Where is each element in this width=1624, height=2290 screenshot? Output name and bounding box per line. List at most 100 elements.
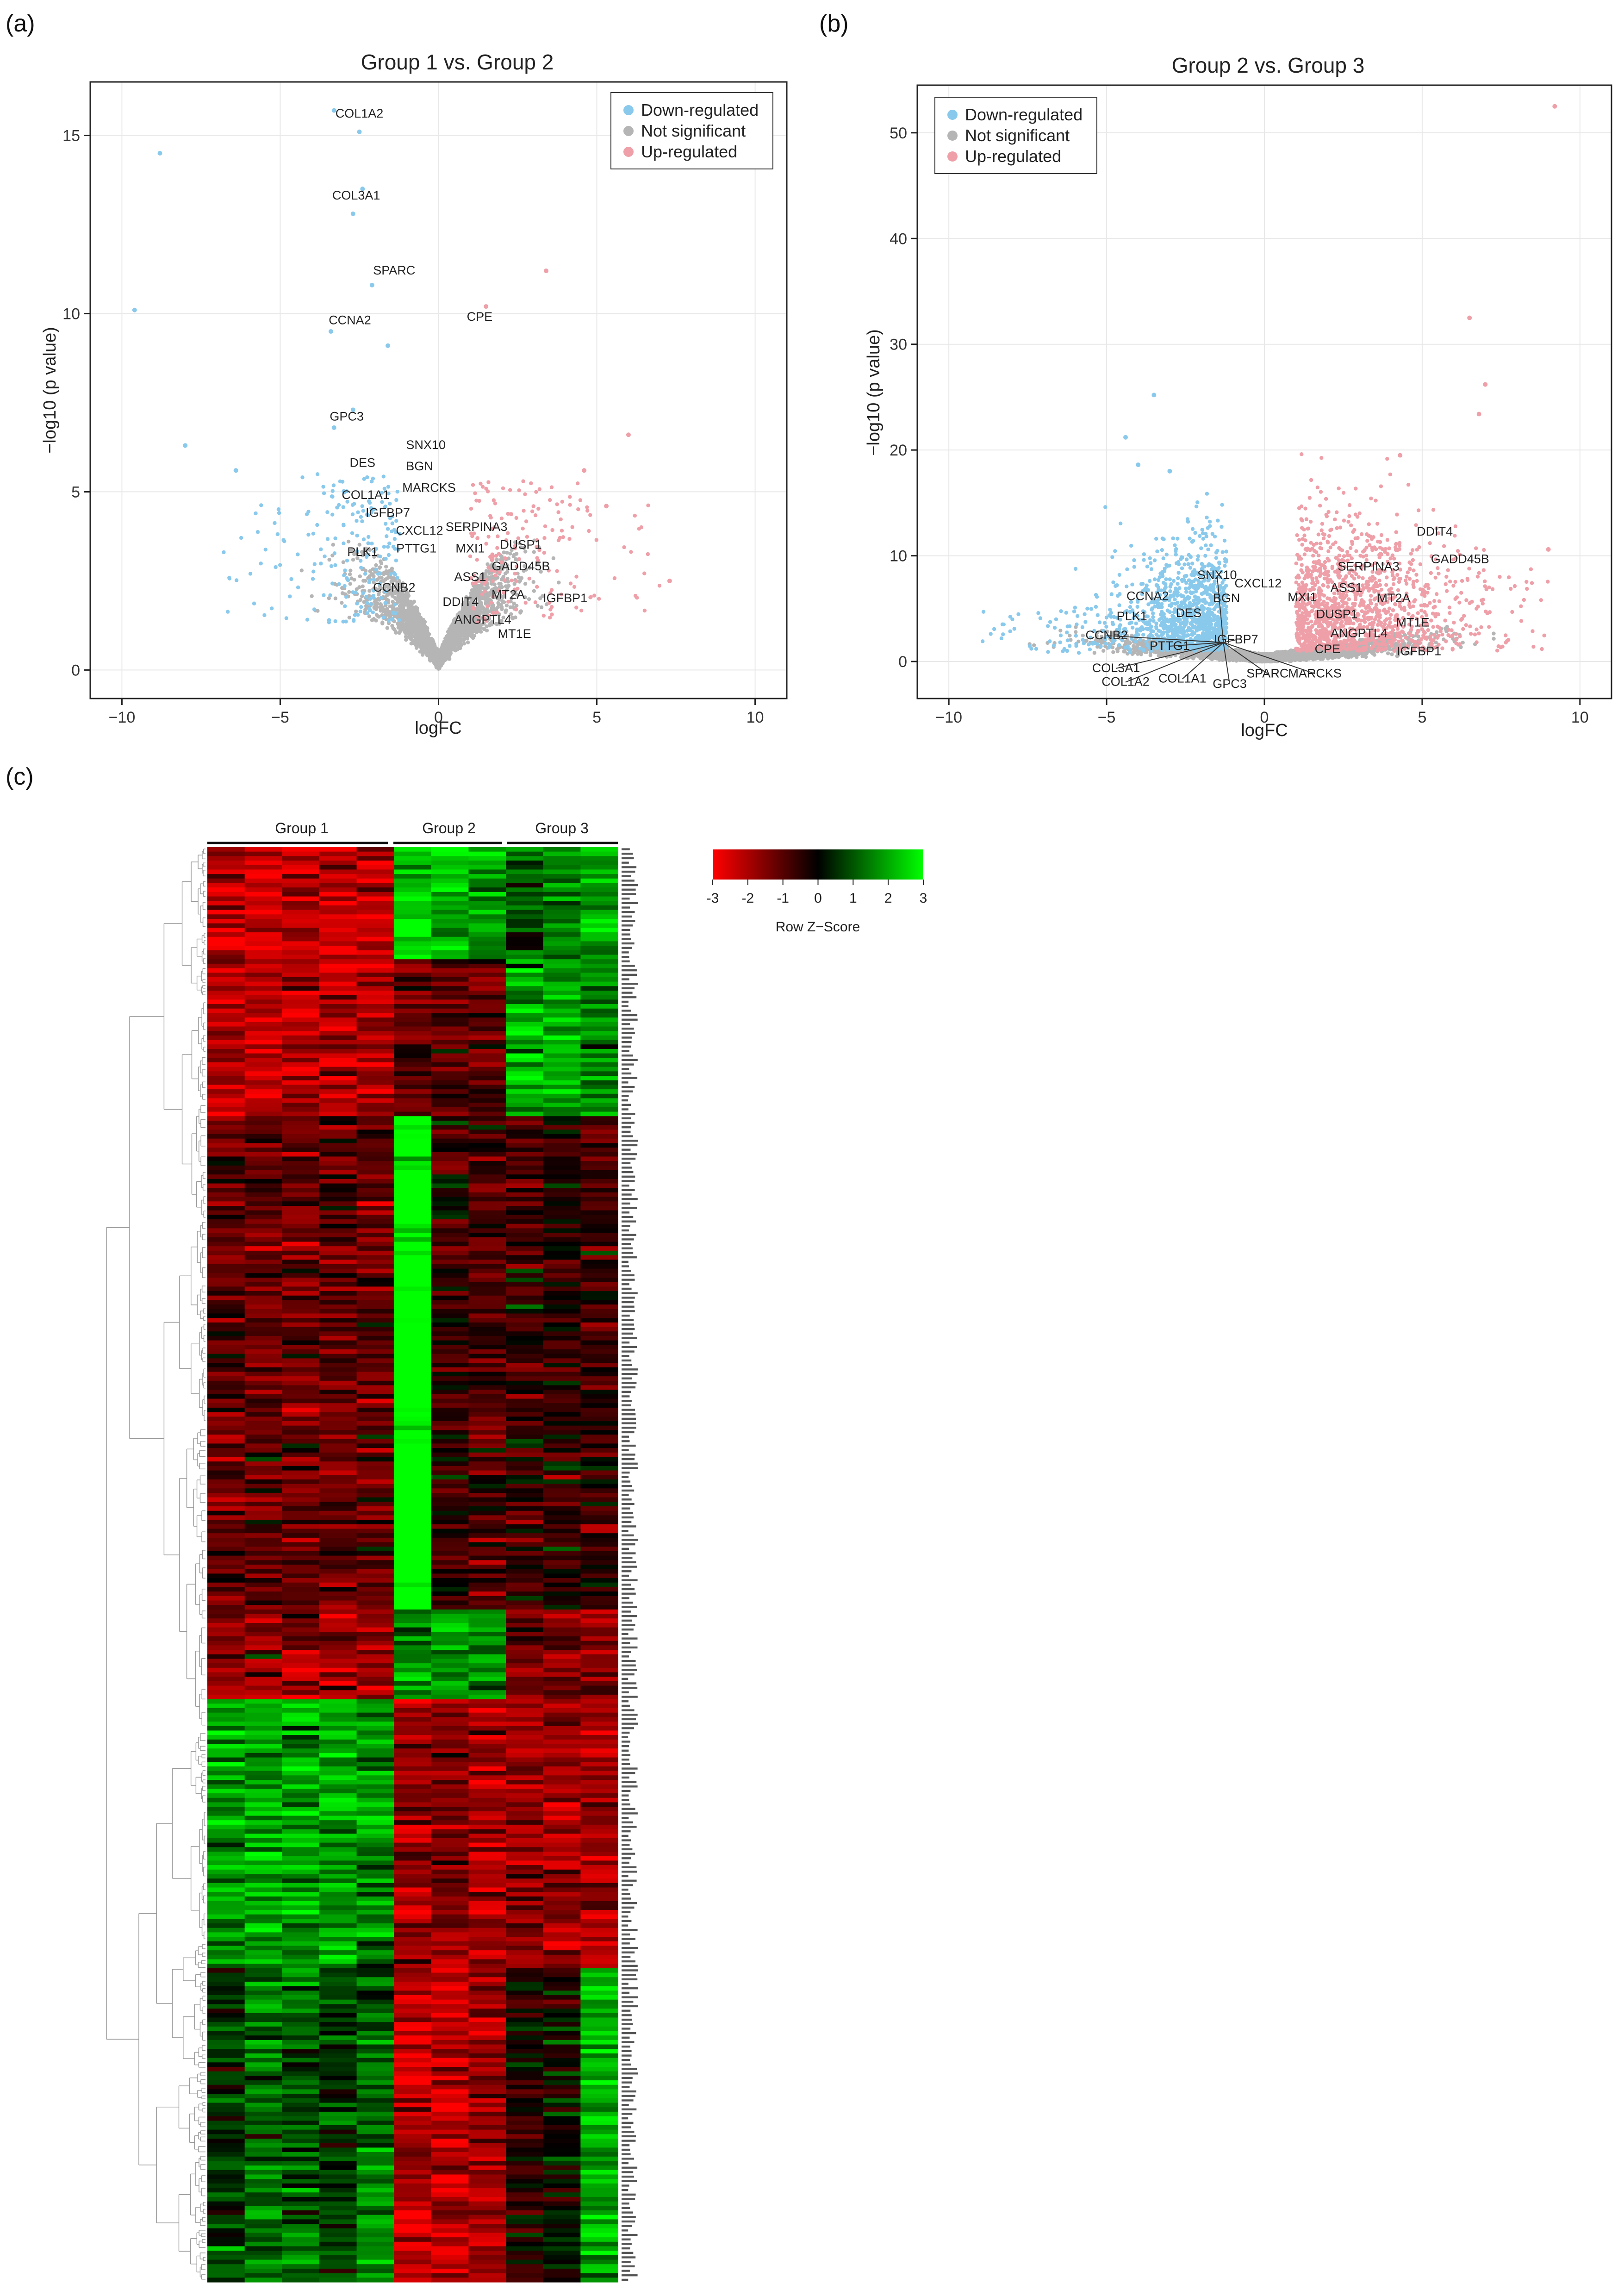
point-ns xyxy=(405,614,410,618)
gene-label-bgn: BGN xyxy=(406,459,433,473)
gene-label-ccnb2: CCNB2 xyxy=(373,580,416,594)
point-down xyxy=(284,616,288,620)
point-down xyxy=(361,537,366,542)
point-down xyxy=(392,611,396,615)
point-up xyxy=(535,585,539,589)
point-ns xyxy=(466,640,470,645)
point-up xyxy=(578,498,583,502)
point-ns xyxy=(384,564,388,569)
point-up xyxy=(635,596,639,600)
point-ns xyxy=(379,602,383,606)
point-ns xyxy=(523,581,528,586)
point-up xyxy=(533,600,538,605)
point-ns xyxy=(512,601,516,606)
point-down xyxy=(356,510,360,514)
gene-label-col3a1: COL3A1 xyxy=(332,188,380,202)
point-ns xyxy=(363,579,367,583)
point-up xyxy=(475,558,479,562)
point-up xyxy=(646,503,650,508)
point-ns xyxy=(426,641,430,645)
point-ns xyxy=(1068,633,1072,638)
gene-label-ass1: ASS1 xyxy=(454,570,486,584)
point-up xyxy=(639,525,644,530)
point-down xyxy=(329,564,334,568)
point-down xyxy=(183,443,188,448)
point-up xyxy=(533,513,538,518)
point-up xyxy=(491,555,495,559)
point-ns xyxy=(459,631,463,635)
point-down xyxy=(330,494,334,499)
point-ns xyxy=(1372,653,1376,657)
point-up xyxy=(486,535,491,539)
point-ns xyxy=(508,605,513,610)
point-down xyxy=(371,593,376,598)
point-up xyxy=(524,519,529,524)
point-up xyxy=(568,503,572,507)
point-down xyxy=(259,503,263,507)
panel-label-b: (b) xyxy=(819,10,849,37)
point-down xyxy=(289,577,293,581)
point-ns xyxy=(348,582,352,586)
point-down xyxy=(311,569,316,574)
point-down xyxy=(357,129,362,134)
point-down xyxy=(369,602,373,606)
point-ns xyxy=(437,649,442,653)
point-down xyxy=(342,523,346,527)
point-ns xyxy=(523,595,528,599)
point-ns xyxy=(357,585,361,589)
legend-a-ns-label: Not significant xyxy=(641,121,746,140)
point-ns xyxy=(429,652,433,656)
point-ns xyxy=(446,630,450,634)
point-up xyxy=(531,504,535,508)
point-down xyxy=(222,550,226,555)
point-down xyxy=(376,572,380,576)
gene-label-igfbp7: IGFBP7 xyxy=(366,505,410,519)
point-down xyxy=(386,545,390,549)
point-up xyxy=(559,517,563,522)
point-down xyxy=(397,618,401,622)
point-down xyxy=(386,527,390,531)
point-ns xyxy=(369,572,373,576)
point-up xyxy=(587,529,591,533)
point-ns xyxy=(443,636,448,641)
point-ns xyxy=(502,550,506,555)
point-ns xyxy=(476,627,480,631)
point-ns xyxy=(1074,630,1078,634)
point-down xyxy=(393,573,397,577)
point-ns xyxy=(404,597,409,601)
point-ns xyxy=(419,630,423,635)
point-up xyxy=(626,432,631,437)
gene-label-igfbp1: IGFBP1 xyxy=(543,591,587,605)
point-down xyxy=(388,501,392,506)
point-ns xyxy=(452,636,456,641)
point-down xyxy=(379,596,383,600)
point-down xyxy=(312,562,317,566)
point-down xyxy=(262,613,267,618)
point-up xyxy=(474,499,479,503)
gene-label-cxcl12: CXCL12 xyxy=(396,524,443,537)
point-down xyxy=(365,601,369,605)
point-down xyxy=(395,490,399,494)
point-up xyxy=(514,579,519,583)
point-down xyxy=(350,503,355,507)
point-up xyxy=(544,268,549,274)
point-up xyxy=(469,506,473,511)
point-down xyxy=(254,511,258,516)
point-down xyxy=(300,475,305,480)
point-ns xyxy=(1058,629,1063,633)
x-tick-label: −5 xyxy=(271,709,289,726)
point-down xyxy=(370,480,374,484)
point-down xyxy=(239,536,243,540)
point-down xyxy=(351,590,355,594)
point-ns xyxy=(412,628,417,632)
point-up xyxy=(510,578,514,583)
point-down xyxy=(306,510,311,514)
point-up xyxy=(560,529,564,533)
point-ns xyxy=(453,640,457,645)
point-ns xyxy=(482,627,486,631)
point-ns xyxy=(472,634,476,638)
point-ns xyxy=(434,662,438,667)
point-up xyxy=(534,490,538,494)
y-tick-label: 5 xyxy=(71,483,80,501)
point-ns xyxy=(417,638,422,642)
